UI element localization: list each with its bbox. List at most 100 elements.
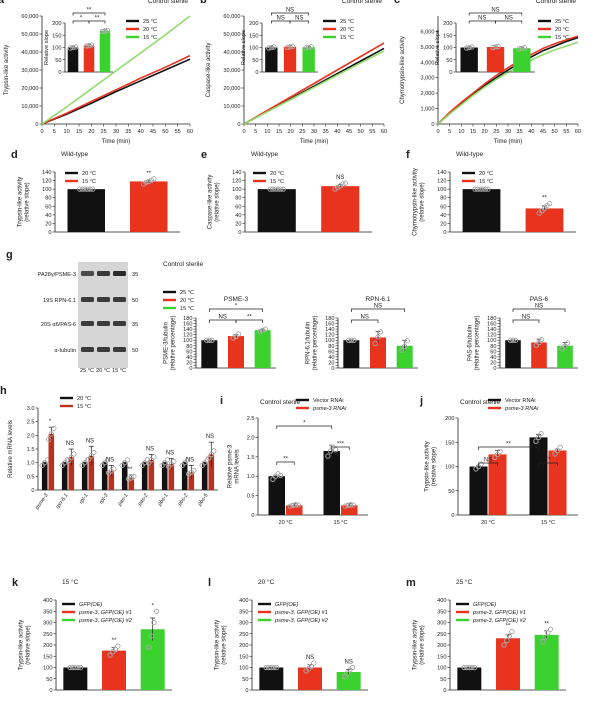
y-tick-label: 350	[239, 609, 248, 615]
y-tick-label: 5,000	[421, 45, 435, 51]
x-tick-label: 15	[470, 129, 476, 135]
y-tick-label: 40	[440, 213, 446, 219]
data-point-ring	[107, 652, 113, 658]
data-bar	[298, 667, 322, 690]
data-point-ring	[548, 626, 554, 632]
y-tick-label: 60	[235, 204, 241, 210]
data-point-ring	[475, 186, 481, 192]
x-category-label: pas-2	[136, 493, 149, 508]
data-point-ring	[278, 472, 284, 478]
sig-label: NS	[86, 438, 94, 444]
data-point-ring	[88, 453, 94, 459]
inset-point-ring	[490, 45, 496, 50]
data-point-ring	[68, 454, 74, 460]
data-bar	[462, 189, 501, 232]
x-tick-label: 30	[505, 129, 511, 135]
x-category-label: psme-3	[34, 493, 50, 512]
panel-title: Control sterile	[163, 261, 203, 268]
y-axis-label: Trypsin-like activity	[18, 177, 24, 227]
inset-point-ring	[290, 43, 296, 49]
blot-lane-label: 15 °C	[112, 368, 126, 374]
panel-title: Control sterile	[148, 0, 188, 5]
inset-point-ring	[521, 45, 527, 51]
sig-label: NS	[360, 315, 368, 321]
inset-point-ring	[86, 43, 92, 48]
y-tick-label: 6,000	[421, 29, 435, 35]
data-point-ring	[146, 460, 152, 466]
inset-point-ring	[519, 45, 525, 51]
blot-band	[81, 297, 94, 302]
data-point-ring	[293, 502, 298, 508]
panel-title: Control sterile	[342, 0, 382, 5]
data-point-ring	[343, 180, 348, 186]
inset-sig-bracket	[495, 20, 523, 24]
x-category-label: pbs-5	[196, 492, 210, 508]
data-point-ring	[559, 346, 565, 352]
data-bar	[188, 472, 195, 490]
x-tick-label: 55	[563, 129, 569, 135]
y-axis-label: Trypsin-like activity	[4, 45, 10, 95]
blot-mw-label: 35	[132, 322, 138, 328]
y-tick-label: 2.0	[27, 433, 35, 439]
sig-label: **	[546, 458, 551, 464]
inset-bar	[67, 47, 79, 72]
data-bar	[101, 462, 108, 490]
y-tick-label: 150	[52, 33, 61, 39]
inset-bar	[513, 48, 531, 72]
sig-bracket	[235, 319, 264, 323]
legend-item-label: psme-3, GFP(OE) #2	[472, 618, 527, 624]
y-tick-label: 140	[183, 327, 192, 333]
inset-point-ring	[495, 44, 501, 49]
data-point-ring	[182, 460, 188, 466]
inset-bar	[283, 46, 297, 72]
data-point-ring	[533, 342, 539, 348]
y-tick-label: 50	[446, 58, 452, 64]
panel-title: 25 °C	[456, 578, 473, 586]
y-tick-label: 150	[445, 440, 454, 446]
y-tick-label: 100	[249, 46, 258, 52]
data-point-ring	[82, 186, 88, 192]
blot-band	[97, 271, 110, 276]
data-point-ring	[67, 665, 73, 670]
y-tick-label: 120	[183, 333, 192, 339]
y-tick-label: 4,000	[421, 60, 435, 66]
y-axis-label: (relative slope)	[215, 182, 221, 221]
y-tick-label: 100	[183, 338, 192, 344]
sig-bracket	[350, 308, 406, 312]
data-point-ring	[325, 453, 331, 459]
legend-item-label: 20 °C	[77, 396, 91, 402]
sig-label: *	[303, 421, 306, 427]
series-line	[41, 54, 191, 125]
data-point-ring	[480, 186, 486, 192]
data-point-ring	[270, 476, 276, 482]
data-point-ring	[308, 663, 314, 669]
x-category-label: 20 °C	[278, 520, 292, 526]
panel-title: Wild-type	[251, 151, 278, 158]
y-tick-label: 2,000	[421, 91, 435, 97]
data-point-ring	[39, 462, 45, 468]
y-tick-label: 100	[42, 187, 51, 193]
y-tick-label: 400	[437, 598, 446, 604]
y-tick-label: 0	[431, 122, 434, 128]
data-point-ring	[547, 201, 553, 207]
blot-mw-label: 50	[132, 348, 138, 354]
y-tick-label: 50	[252, 58, 258, 64]
x-tick-label: 25	[299, 129, 305, 135]
data-point-ring	[257, 328, 263, 334]
legend-item-label: 20 °C	[82, 171, 96, 177]
inset-sig-bracket	[72, 12, 106, 16]
data-point-ring	[287, 503, 293, 509]
inset-point-ring	[284, 44, 290, 50]
data-point-ring	[151, 176, 157, 182]
y-tick-label: 120	[232, 179, 241, 185]
data-point-ring	[112, 647, 118, 652]
data-bar	[130, 181, 168, 232]
x-tick-label: 5	[254, 129, 257, 135]
y-axis-label: Trypsin-like activity	[413, 620, 419, 670]
y-tick-label: 40,000	[21, 50, 38, 56]
y-tick-label: 0	[31, 488, 34, 494]
legend-item-label: psme-3, GFP(OE) #2	[78, 618, 133, 624]
x-tick-label: 60	[187, 129, 193, 135]
sig-label: NS	[276, 16, 284, 22]
data-point-ring	[126, 476, 132, 482]
